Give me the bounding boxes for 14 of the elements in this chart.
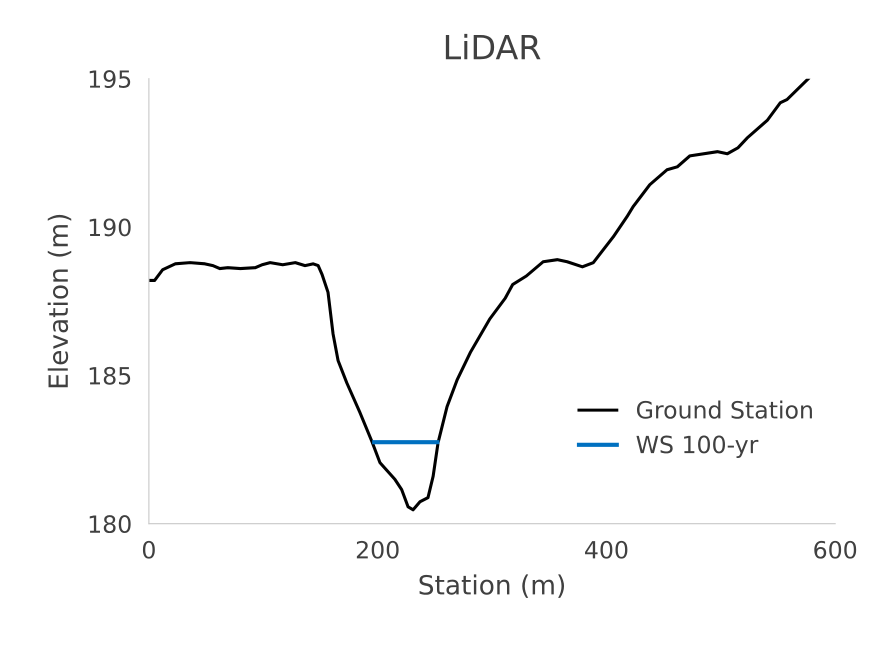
x-tick-label: 400 — [585, 540, 628, 559]
y-axis-title: Elevation (m) — [48, 214, 72, 388]
y-tick-label: 180 — [90, 515, 131, 534]
y-tick-label: 190 — [90, 218, 131, 236]
line-series — [148, 78, 810, 512]
legend-label: WS 100-yr — [636, 436, 758, 458]
x-tick-label: 600 — [814, 540, 856, 559]
x-tick-label: 0 — [142, 540, 155, 559]
y-tick-label: 185 — [90, 366, 130, 385]
x-tick-label: 200 — [356, 540, 399, 559]
x-axis-title: Station (m) — [420, 574, 564, 598]
y-tick-label: 195 — [90, 70, 130, 88]
legend-label: Ground Station — [636, 400, 812, 419]
chart-title: LiDAR — [446, 34, 541, 60]
